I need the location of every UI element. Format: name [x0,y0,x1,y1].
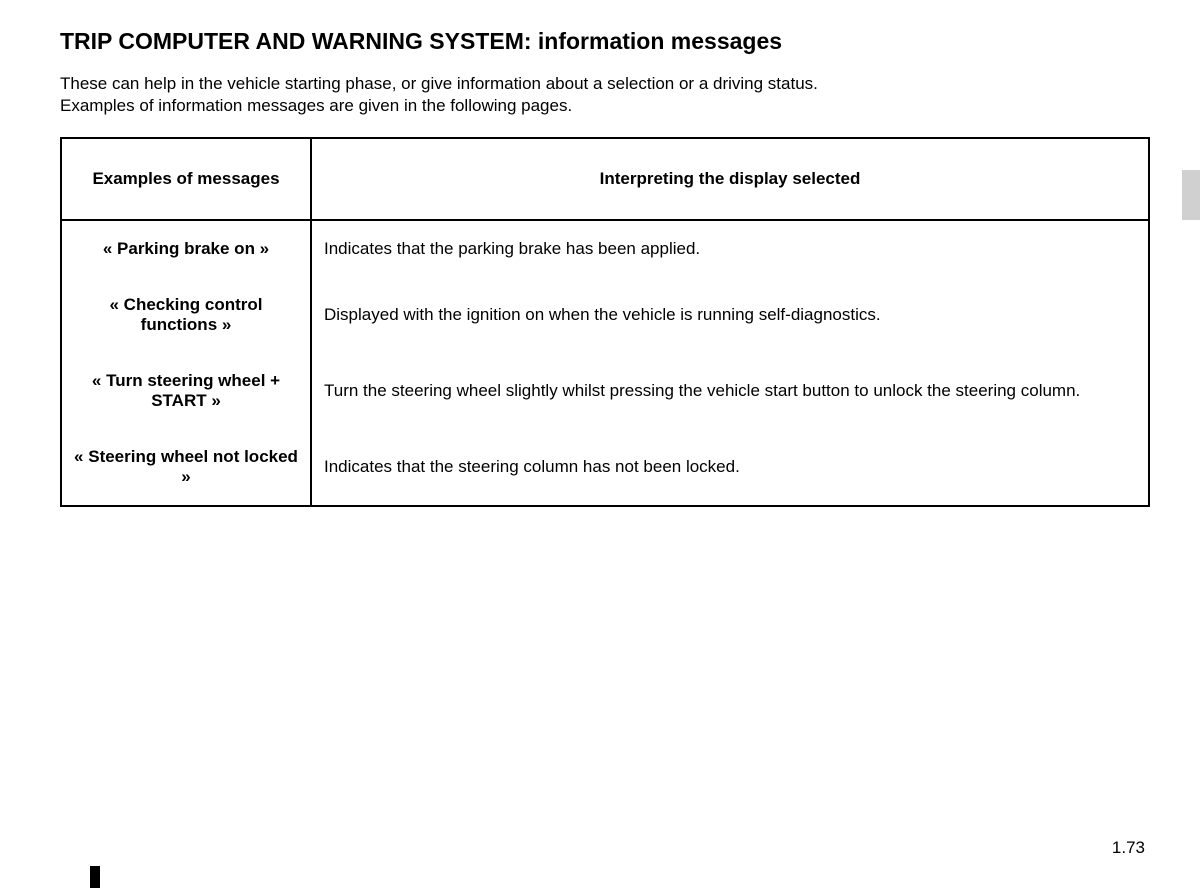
messages-table: Examples of messages Interpreting the di… [60,137,1150,507]
cell-example: « Turn steering wheel + START » [61,353,311,429]
intro-line-2: Examples of information messages are giv… [60,95,1150,117]
page-title: TRIP COMPUTER AND WARNING SYSTEM: inform… [60,28,1150,55]
cell-example: « Steering wheel not locked » [61,429,311,506]
table-row: « Turn steering wheel + START » Turn the… [61,353,1149,429]
cell-interpretation: Displayed with the ignition on when the … [311,277,1149,353]
table-header-row: Examples of messages Interpreting the di… [61,138,1149,220]
header-examples: Examples of messages [61,138,311,220]
page-number: 1.73 [1112,838,1145,858]
cell-example: « Checking control functions » [61,277,311,353]
intro-line-1: These can help in the vehicle starting p… [60,73,1150,95]
intro-text: These can help in the vehicle starting p… [60,73,1150,117]
table-row: « Checking control functions » Displayed… [61,277,1149,353]
header-interpretation: Interpreting the display selected [311,138,1149,220]
cell-interpretation: Indicates that the steering column has n… [311,429,1149,506]
cell-example: « Parking brake on » [61,220,311,277]
side-tab-indicator [1182,170,1200,220]
cell-interpretation: Indicates that the parking brake has bee… [311,220,1149,277]
table-row: « Parking brake on » Indicates that the … [61,220,1149,277]
cell-interpretation: Turn the steering wheel slightly whilst … [311,353,1149,429]
bottom-crop-mark [90,866,100,888]
table-row: « Steering wheel not locked » Indicates … [61,429,1149,506]
